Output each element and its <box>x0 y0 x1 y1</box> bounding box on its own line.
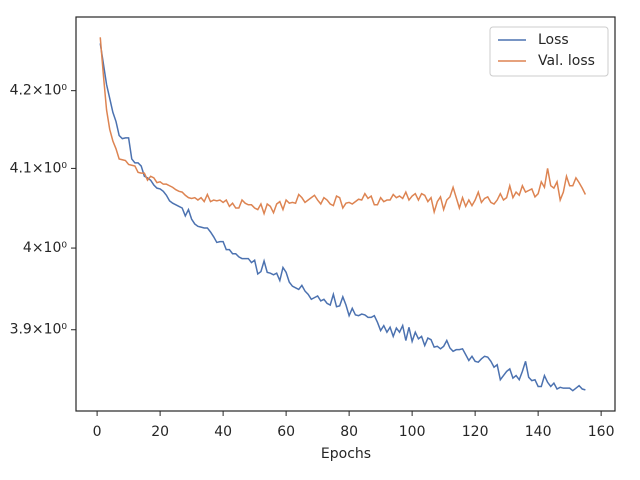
x-tick-label: 80 <box>340 424 358 440</box>
x-tick-label: 20 <box>151 424 169 440</box>
x-tick-label: 120 <box>462 424 489 440</box>
y-tick-label: 4×10⁰ <box>23 240 67 256</box>
y-tick-label: 4.1×10⁰ <box>10 160 68 176</box>
x-tick-label: 140 <box>525 424 552 440</box>
y-tick-label: 3.9×10⁰ <box>10 322 68 338</box>
x-tick-label: 60 <box>277 424 295 440</box>
x-tick-label: 0 <box>93 424 102 440</box>
y-tick-label: 4.2×10⁰ <box>10 83 68 99</box>
x-axis-label: Epochs <box>321 446 371 462</box>
x-tick-label: 40 <box>214 424 232 440</box>
legend-label: Val. loss <box>538 53 595 69</box>
legend-label: Loss <box>538 32 569 48</box>
x-tick-label: 100 <box>399 424 426 440</box>
line-series <box>99 37 587 216</box>
plot-frame <box>75 16 616 412</box>
line-series <box>99 43 586 392</box>
x-tick-label: 160 <box>588 424 615 440</box>
